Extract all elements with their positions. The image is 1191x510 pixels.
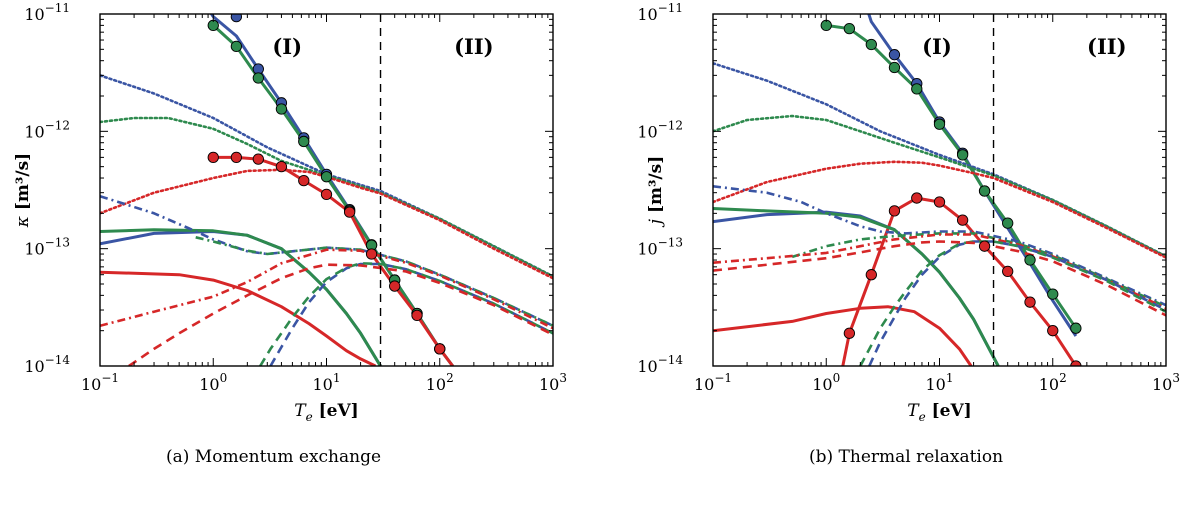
series-2-marker xyxy=(320,188,333,201)
series-1-marker xyxy=(843,23,856,35)
region-label: (II) xyxy=(454,34,494,59)
series-2-marker xyxy=(252,153,264,165)
panel-caption: (b) Thermal relaxation xyxy=(809,447,1003,467)
y-tick-label: 10−12 xyxy=(637,118,683,141)
region-label: (II) xyxy=(1087,34,1127,59)
y-tick-label: 10−11 xyxy=(637,1,683,24)
y-axis-label: j [m³/s] xyxy=(646,156,666,229)
x-tick-label: 103 xyxy=(1152,371,1180,394)
series-line-5 xyxy=(100,270,377,366)
series-line-13 xyxy=(859,240,1166,366)
x-axis-label: Te [eV] xyxy=(294,401,358,424)
series-1-marker xyxy=(956,149,969,161)
y-tick-label: 10−13 xyxy=(24,236,70,259)
x-tick-label: 103 xyxy=(539,371,567,394)
series-line-7 xyxy=(713,114,1166,258)
series-2-marker xyxy=(343,206,356,218)
x-tick-label: 102 xyxy=(426,371,454,394)
series-line-8 xyxy=(100,168,553,280)
series-0-marker xyxy=(230,14,243,23)
y-tick-label: 10−12 xyxy=(24,118,70,141)
y-tick-label: 10−14 xyxy=(24,353,70,376)
series-1-marker xyxy=(1024,254,1036,266)
series-line-12 xyxy=(269,262,553,366)
series-1-marker xyxy=(320,171,333,183)
series-line-4 xyxy=(713,207,1000,366)
x-tick-label: 101 xyxy=(313,371,341,394)
series-2-marker xyxy=(843,327,856,339)
series-line-9 xyxy=(713,185,1166,307)
region-label: (I) xyxy=(922,34,952,59)
series-2-marker xyxy=(434,343,446,355)
series-line-12 xyxy=(868,240,1166,366)
axes-frame xyxy=(712,13,1167,367)
series-1-marker xyxy=(933,118,946,130)
series-2-marker xyxy=(1047,325,1059,337)
plot-area xyxy=(713,14,1166,366)
panel-thermal-relaxation: (I) (II) 10−1 100 101 102 103 10−14 10−13 10−12 10… xyxy=(637,1,1180,467)
x-tick-label: 102 xyxy=(1039,371,1067,394)
series-2-marker xyxy=(978,240,991,252)
series-2-marker xyxy=(365,248,378,260)
series-2-marker xyxy=(230,151,243,164)
series-2-marker xyxy=(389,280,401,292)
plot-area xyxy=(100,14,553,366)
x-tick-label: 10−1 xyxy=(81,371,119,394)
series-2-marker xyxy=(956,214,969,226)
series-line-9 xyxy=(100,194,553,327)
series-1-marker xyxy=(298,135,310,148)
series-1-marker xyxy=(888,61,901,74)
x-axis-label: Te [eV] xyxy=(907,401,971,424)
y-tick-label: 10−11 xyxy=(24,1,70,24)
series-1-marker xyxy=(1002,217,1014,229)
series-line-1 xyxy=(826,23,1078,330)
series-line-8 xyxy=(713,160,1166,259)
series-2-marker xyxy=(298,174,310,187)
series-2-marker xyxy=(1024,296,1036,308)
series-line-7 xyxy=(100,116,553,278)
series-2-marker xyxy=(911,192,923,204)
series-2-marker xyxy=(888,205,901,217)
region-label: (I) xyxy=(272,34,302,59)
series-line-5 xyxy=(713,305,973,366)
series-1-marker xyxy=(252,72,264,84)
series-2-marker xyxy=(865,269,877,281)
series-line-10 xyxy=(791,232,1166,308)
series-1-marker xyxy=(865,38,877,51)
series-2-marker xyxy=(1002,265,1014,278)
panel-caption: (a) Momentum exchange xyxy=(166,447,381,467)
series-2-marker xyxy=(207,151,219,164)
series-line-4 xyxy=(100,228,382,366)
series-line-13 xyxy=(259,261,553,366)
series-1-marker xyxy=(1047,288,1059,300)
series-line-2 xyxy=(841,196,1078,366)
series-1-marker xyxy=(275,103,288,115)
series-line-14 xyxy=(128,263,553,366)
series-line-6 xyxy=(713,61,1166,258)
y-tick-label: 10−14 xyxy=(637,353,683,376)
y-tick-label: 10−13 xyxy=(637,236,683,259)
series-2-marker xyxy=(411,309,423,322)
series-line-11 xyxy=(100,248,553,330)
y-axis-label: κ [m³/s] xyxy=(13,153,33,228)
series-line-14 xyxy=(713,240,1166,317)
series-1-marker xyxy=(230,40,243,53)
series-2-marker xyxy=(933,196,946,208)
panel-momentum-exchange: (I) (II) 10−1 100 101 102 103 10−14 10−13 10−12 10… xyxy=(13,1,567,467)
series-line-10 xyxy=(195,236,553,327)
series-1-marker xyxy=(978,185,991,197)
series-0-marker xyxy=(888,49,901,61)
x-tick-label: 100 xyxy=(199,371,227,394)
x-tick-label: 10−1 xyxy=(694,371,732,394)
series-2-marker xyxy=(275,161,288,173)
x-tick-label: 101 xyxy=(926,371,954,394)
series-1-marker xyxy=(911,83,923,95)
x-tick-label: 100 xyxy=(812,371,840,394)
series-1-marker xyxy=(1070,322,1082,334)
